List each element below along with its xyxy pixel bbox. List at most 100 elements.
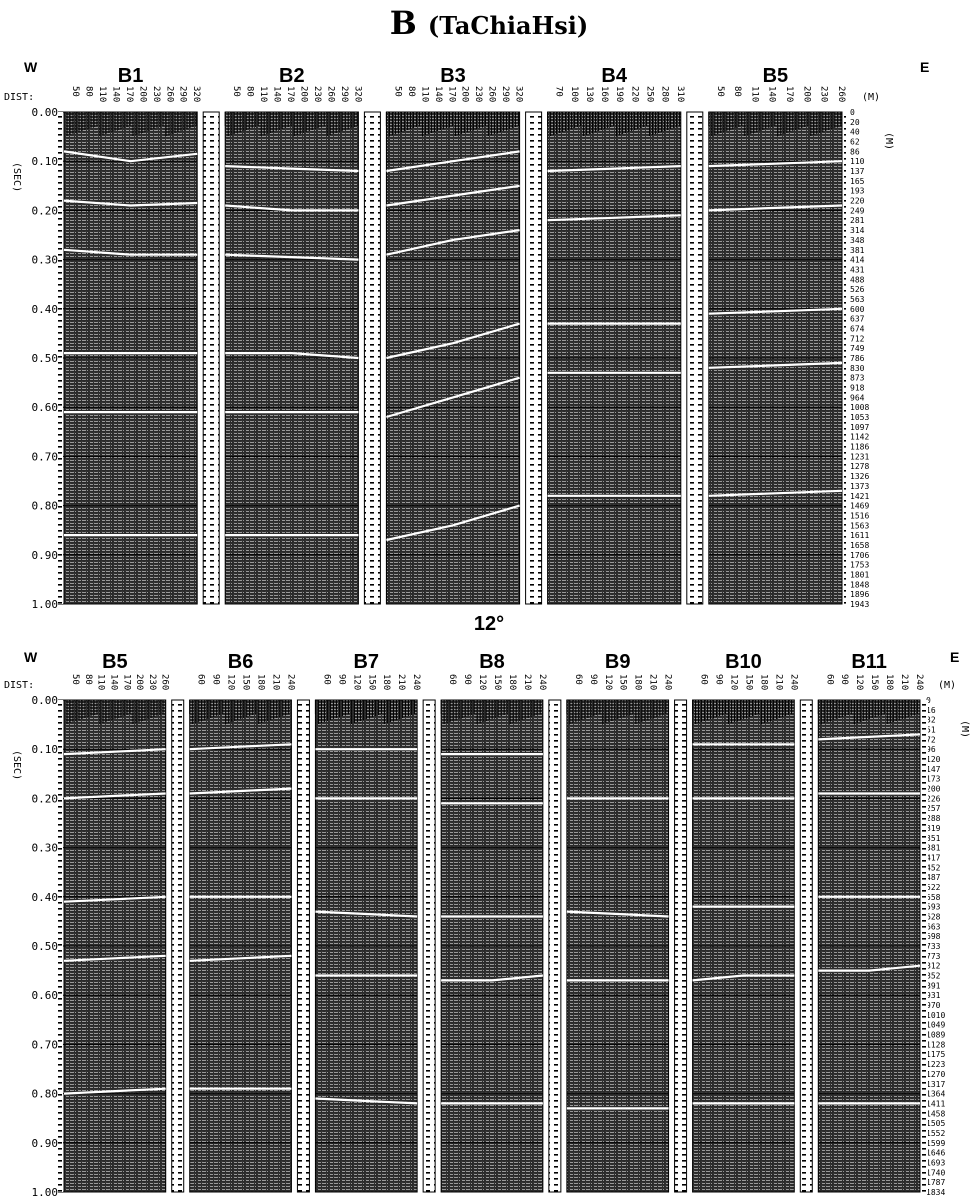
dist-tick-label: 50 — [715, 86, 725, 97]
reflector-line — [386, 504, 520, 542]
depth-tick-label: 314 — [850, 226, 865, 235]
depth-tick-label: 931 — [926, 991, 941, 1000]
dist-tick-label: 140 — [108, 674, 118, 690]
dist-tick-label: 230 — [819, 86, 829, 102]
depth-tick-label: 1787 — [926, 1178, 945, 1187]
depth-tick-label: 628 — [926, 912, 941, 921]
depth-tick-label: 563 — [850, 295, 865, 304]
dist-tick-label: 150 — [492, 674, 502, 690]
page-title: B (TaChiaHsi) — [0, 4, 978, 42]
dist-tick-label: 230 — [312, 86, 322, 102]
depth-tick-label: 431 — [850, 265, 865, 274]
dist-tick-label: 240 — [285, 674, 295, 690]
reflector-line — [566, 910, 669, 918]
depth-tick-label: 1411 — [926, 1099, 945, 1108]
section-b6-bottom: B6 60 90 120 150 180 210 240 — [189, 651, 310, 1193]
dist-tick-label: 210 — [270, 674, 280, 690]
dist-tick-label: 310 — [675, 86, 685, 102]
depth-tick-label: 1834 — [926, 1188, 945, 1197]
dist-tick-label: 150 — [241, 674, 251, 690]
title-main: B — [389, 4, 417, 42]
depth-tick-label: 558 — [926, 893, 941, 902]
dist-tick-label: 70 — [554, 86, 564, 97]
dist-label: DIST: — [4, 680, 34, 691]
depth-tick-label: 193 — [850, 187, 865, 196]
depth-tick-label: 1469 — [850, 502, 869, 511]
section-name: B8 — [479, 651, 505, 673]
reflector-line — [63, 248, 198, 256]
dist-tick-label: 150 — [366, 674, 376, 690]
depth-tick-label: 257 — [926, 804, 941, 813]
reflector-line — [386, 376, 520, 419]
section-name: B11 — [851, 651, 887, 673]
dist-tick-label: 240 — [537, 674, 547, 690]
reflector-line — [189, 743, 292, 751]
timing-strip — [296, 699, 310, 1193]
dist-tick-label: 160 — [599, 86, 609, 102]
dist-tick-label: 210 — [522, 674, 532, 690]
depth-tick-label: 1801 — [850, 570, 869, 579]
dist-tick-label: 110 — [419, 86, 429, 102]
panel-bottom: W E DIST: (SEC) (M) (M) 0.00 0.10 0.20 0.30 0.40 0.… — [4, 649, 970, 1199]
timing-strip-right — [922, 700, 928, 1192]
time-tick-label: 1.00 — [32, 1186, 59, 1199]
dist-tick-label: 200 — [460, 86, 470, 102]
depth-tick-label: 0 — [850, 108, 855, 117]
west-label: W — [24, 649, 38, 665]
dist-tick-label: 230 — [151, 86, 161, 102]
depth-tick-label: 1599 — [926, 1139, 945, 1148]
depth-tick-label: 1231 — [850, 452, 869, 461]
time-tick-label: 0.50 — [32, 352, 59, 365]
dist-tick-label: 200 — [134, 674, 144, 690]
depth-tick-label: 1421 — [850, 492, 869, 501]
dist-tick-label: 200 — [137, 86, 147, 102]
dist-tick-label: 170 — [784, 86, 794, 102]
title-sub: (TaChiaHsi) — [427, 11, 589, 40]
reflector-line — [63, 1087, 166, 1095]
dist-tick-label: 60 — [573, 674, 583, 685]
dist-tick-label: 220 — [629, 86, 639, 102]
dist-tick-label: 80 — [406, 86, 416, 97]
dist-tick-label: 90 — [839, 674, 849, 685]
timing-strip-left — [58, 112, 63, 604]
reflector-line — [547, 214, 681, 222]
reflector-line — [63, 954, 166, 962]
section-b10-bottom: B10 60 90 120 150 180 210 240 — [692, 651, 813, 1193]
depth-tick-label: 1740 — [926, 1168, 945, 1177]
depth-tick-label: 1373 — [850, 482, 869, 491]
timing-strip — [674, 699, 688, 1193]
depth-tick-label: 487 — [926, 873, 941, 882]
depth-tick-label: 1278 — [850, 462, 869, 471]
depth-tick-label: 348 — [850, 236, 865, 245]
depth-tick-label: 96 — [926, 745, 936, 754]
depth-tick-label: 1646 — [926, 1149, 945, 1158]
depth-tick-label: 319 — [926, 824, 941, 833]
reflector-line — [692, 974, 795, 982]
reflector-line — [818, 964, 921, 972]
depth-tick-label: 891 — [926, 981, 941, 990]
depth-tick-label: 1658 — [850, 541, 869, 550]
dist-tick-label: 60 — [447, 674, 457, 685]
reflector-line — [547, 165, 681, 173]
dist-tick-label: 110 — [97, 86, 107, 102]
dist-tick-label: 150 — [869, 674, 879, 690]
depth-tick-label: 830 — [850, 364, 865, 373]
depth-tick-label: 452 — [926, 863, 941, 872]
depth-unit-side: (M) — [883, 132, 894, 150]
dist-tick-label: 230 — [147, 674, 157, 690]
timing-strip-right — [844, 112, 850, 604]
dist-tick-label: 240 — [788, 674, 798, 690]
depth-tick-label: 147 — [926, 765, 941, 774]
dist-tick-label: 290 — [339, 86, 349, 102]
dist-tick-label: 210 — [648, 674, 658, 690]
depth-tick-label: 1128 — [926, 1040, 945, 1049]
timing-strip — [525, 111, 543, 605]
dist-tick-label: 200 — [299, 86, 309, 102]
reflector-line — [708, 307, 843, 315]
section-b4-top: B4 70 100 130 160 190 220 250 280 310 — [547, 65, 704, 605]
time-tick-label: 0.00 — [32, 694, 59, 707]
dist-tick-label: 240 — [411, 674, 421, 690]
time-tick-label: 0.60 — [32, 989, 59, 1002]
depth-tick-label: 812 — [926, 962, 941, 971]
